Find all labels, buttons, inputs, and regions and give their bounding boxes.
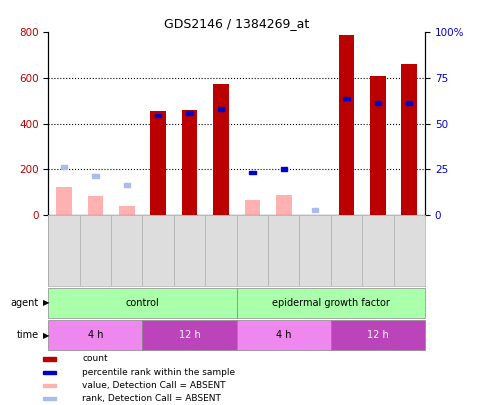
Title: GDS2146 / 1384269_at: GDS2146 / 1384269_at (164, 17, 309, 30)
Text: count: count (82, 354, 108, 363)
Text: control: control (126, 298, 159, 308)
Bar (186, 111, 193, 115)
Bar (276, 195, 292, 215)
Text: ▶: ▶ (43, 330, 49, 340)
Bar (237, 320, 331, 350)
Text: GSM75273: GSM75273 (185, 218, 194, 267)
Bar (48, 288, 237, 318)
Text: GSM75270: GSM75270 (91, 218, 100, 267)
Text: epidermal growth factor: epidermal growth factor (272, 298, 390, 308)
Bar (375, 101, 381, 105)
Text: GSM75271: GSM75271 (122, 218, 131, 267)
Text: agent: agent (11, 298, 39, 308)
Bar (249, 171, 256, 174)
Bar (237, 288, 425, 318)
Bar (339, 35, 355, 215)
Text: 12 h: 12 h (367, 330, 389, 340)
Bar (124, 183, 130, 187)
Text: ▶: ▶ (43, 298, 49, 307)
Bar (406, 101, 412, 105)
Bar (92, 174, 99, 178)
Text: 4 h: 4 h (276, 330, 292, 340)
Bar (43, 384, 56, 387)
Bar (56, 187, 72, 215)
Text: GSM75265: GSM75265 (248, 218, 257, 267)
Text: GSM75276: GSM75276 (373, 218, 383, 267)
Text: GSM75277: GSM75277 (405, 218, 414, 267)
Bar (182, 110, 198, 215)
Text: GSM75275: GSM75275 (342, 218, 351, 267)
Bar (48, 320, 142, 350)
Bar (155, 114, 161, 117)
Text: time: time (16, 330, 39, 340)
Text: GSM75274: GSM75274 (216, 218, 226, 267)
Text: rank, Detection Call = ABSENT: rank, Detection Call = ABSENT (82, 394, 221, 403)
Bar (87, 196, 103, 215)
Bar (61, 165, 67, 168)
Bar (218, 107, 224, 111)
Text: 12 h: 12 h (179, 330, 200, 340)
Bar (150, 111, 166, 215)
Bar (119, 206, 135, 215)
Bar (43, 357, 56, 360)
Text: GSM75269: GSM75269 (59, 218, 69, 267)
Bar (213, 84, 229, 215)
Text: percentile rank within the sample: percentile rank within the sample (82, 368, 235, 377)
Text: GSM75268: GSM75268 (311, 218, 320, 267)
Bar (244, 200, 260, 215)
Bar (401, 64, 417, 215)
Bar (331, 320, 425, 350)
Bar (343, 97, 350, 100)
Text: value, Detection Call = ABSENT: value, Detection Call = ABSENT (82, 381, 226, 390)
Text: GSM75272: GSM75272 (154, 218, 163, 267)
Text: 4 h: 4 h (87, 330, 103, 340)
Bar (142, 320, 237, 350)
Bar (312, 208, 318, 212)
Bar (370, 76, 386, 215)
Bar (43, 397, 56, 400)
Text: GSM75267: GSM75267 (279, 218, 288, 267)
Bar (43, 371, 56, 374)
Bar (281, 167, 287, 171)
